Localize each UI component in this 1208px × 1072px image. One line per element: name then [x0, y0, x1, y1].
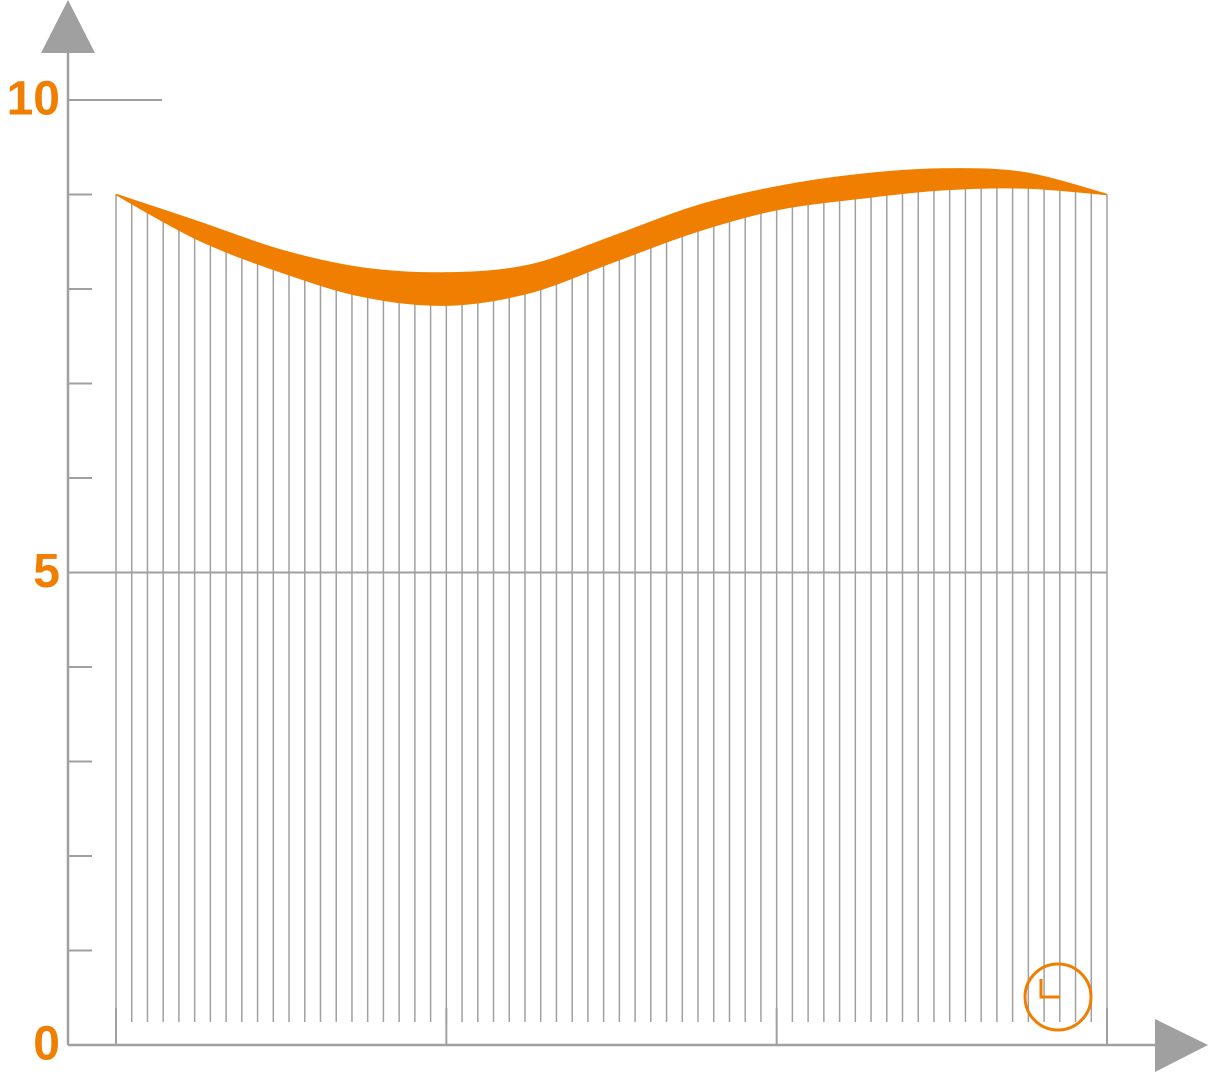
y-tick-label: 5 [33, 545, 60, 598]
clock-hands [1039, 979, 1060, 999]
band [115, 168, 1108, 306]
axes: 0 5 10 [7, 0, 1208, 1072]
clock-face [1023, 962, 1093, 1032]
clock-icon [1023, 962, 1093, 1032]
x-axis-arrow [1155, 1019, 1208, 1072]
band-edge [115, 168, 1108, 274]
y-tick-label: 0 [33, 1018, 60, 1071]
y-axis-arrow [41, 0, 95, 53]
band-edge [115, 186, 1108, 306]
y-tick-label: 10 [7, 73, 60, 126]
band-fill [116, 168, 1107, 306]
